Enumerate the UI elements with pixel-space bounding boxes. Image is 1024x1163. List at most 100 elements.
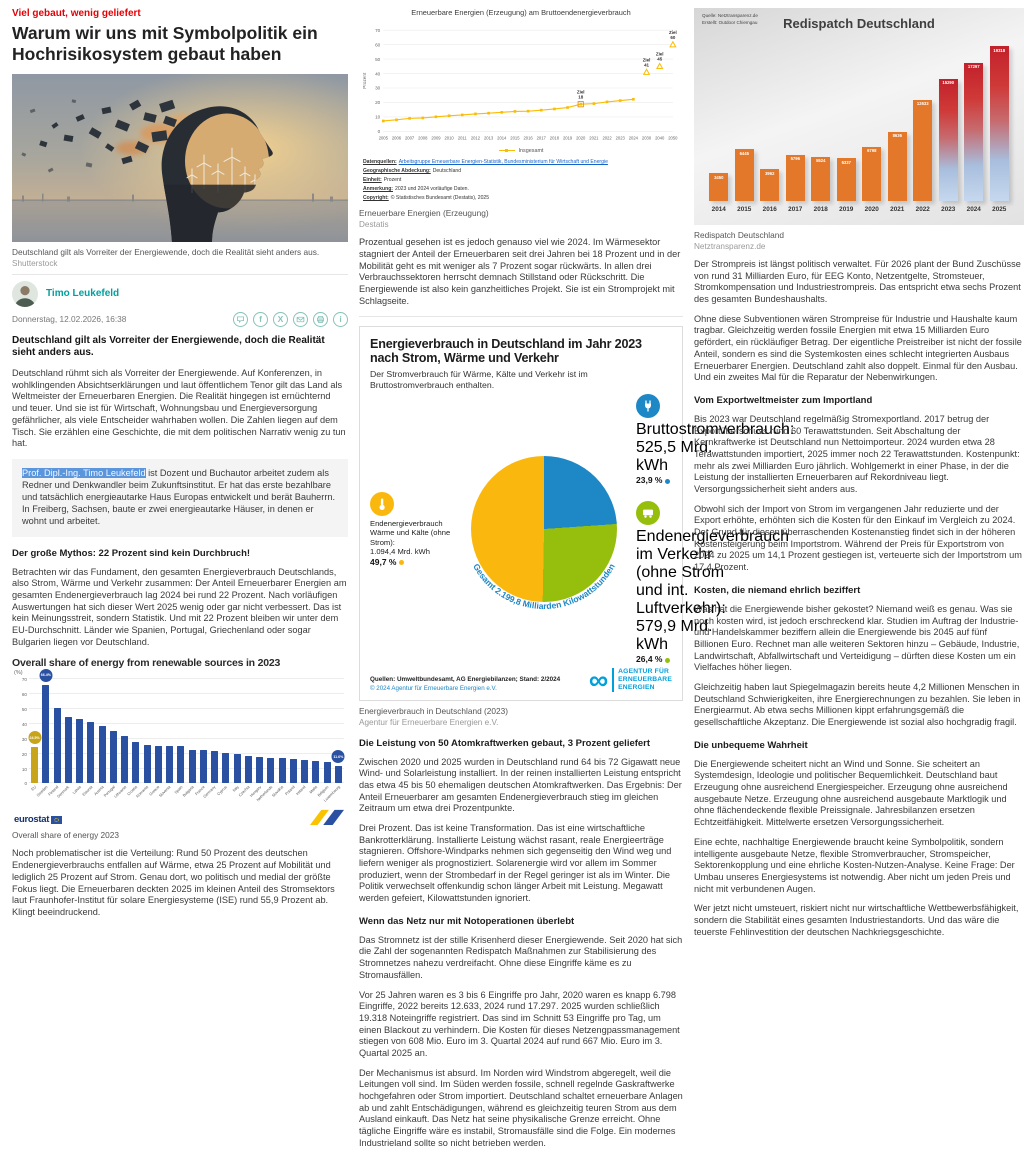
svg-text:30: 30 (375, 86, 381, 91)
svg-text:2021: 2021 (589, 135, 599, 140)
hero-credit: Shutterstock (12, 258, 58, 268)
svg-text:2030: 2030 (642, 135, 652, 140)
author-link[interactable]: Timo Leukefeld (46, 288, 120, 300)
aee-logo: ∞ AGENTUR FÜR ERNEUERBARE ENERGIEN (588, 664, 672, 695)
x-icon[interactable]: X (273, 311, 288, 327)
infographic-footer: Quellen: Umweltbundesamt, AG Energiebila… (370, 664, 672, 695)
paragraph: Vor 25 Jahren waren es 3 bis 6 Eingriffe… (359, 989, 680, 1058)
author-bio-text: ist Dozent und Buchautor arbeitet zudem … (22, 467, 336, 526)
infographic-sources: Quellen: Umweltbundesamt, AG Energiebila… (370, 675, 561, 683)
eurostat-renewables-chart: Overall share of energy from renewable s… (12, 657, 348, 826)
infinity-icon: ∞ (588, 664, 609, 695)
source-link[interactable]: Arbeitsgruppe Erneuerbare Energien-Stati… (398, 158, 608, 165)
pie-chart: Gesamt 2.199,8 Milliarden Kilowattstunde… (456, 441, 632, 617)
figure-credit: Destatis (359, 220, 389, 230)
meta-label: Einheit: (363, 176, 382, 183)
email-icon[interactable] (293, 311, 308, 327)
svg-text:2015: 2015 (510, 135, 520, 140)
ukraine-ribbon-icon (310, 810, 344, 826)
svg-text:2050: 2050 (668, 135, 678, 140)
chart-legend: Insgesamt (359, 148, 683, 154)
svg-text:2018: 2018 (550, 135, 560, 140)
paragraph: Wer jetzt nicht umsteuert, riskiert nich… (694, 903, 1019, 937)
comment-icon[interactable] (233, 311, 248, 327)
paragraph: Der Strompreis ist längst politisch verw… (694, 259, 1021, 305)
divider (359, 315, 683, 317)
svg-text:2016: 2016 (523, 135, 533, 140)
paragraph: Was hat die Energiewende bisher gekostet… (694, 603, 1020, 673)
figure-caption: Redispatch Deutschland (694, 230, 784, 240)
slice-percent: 26,4 % (636, 654, 728, 664)
eu-flag-icon (51, 815, 63, 824)
paragraph: Das Stromnetz ist der stille Krisenherd … (359, 934, 683, 980)
paragraph: Gleichzeitig haben laut Spiegelmagazin b… (694, 681, 1021, 727)
svg-text:50: 50 (375, 57, 381, 62)
bar-plot: 0 10 20 30 40 50 60 70 EU 24.5% Sweden 66.4% Finland… (22, 668, 345, 803)
paragraph: Noch problematischer ist die Verteilung:… (12, 848, 335, 917)
slice-amount: 525,5 Mrd. kWh (636, 439, 713, 475)
color-dot (665, 478, 671, 484)
column-right: Quelle: Netztransparenz.de Erstellt: Out… (694, 6, 1024, 1157)
color-dot (665, 657, 671, 663)
heat-icon (370, 491, 394, 516)
legend-line-sample (498, 148, 515, 153)
kicker: Viel gebaut, wenig geliefert (12, 8, 141, 19)
divider (12, 273, 348, 275)
article-lede: Deutschland gilt als Vorreiter der Energ… (12, 334, 325, 359)
svg-text:2007: 2007 (405, 135, 415, 140)
meta-label: Datenquellen: (363, 158, 397, 165)
chart-title: Redispatch Deutschland (783, 16, 935, 31)
infographic-copyright[interactable]: © 2024 Agentur für Erneuerbare Energien … (370, 684, 497, 692)
bus-icon (636, 501, 660, 526)
meta-row: Donnerstag, 12.02.2026, 16:38 f X i (12, 311, 348, 327)
infographic-title: Energieverbrauch in Deutschland im Jahr … (370, 336, 642, 365)
share-bar: f X i (233, 311, 348, 327)
chart-title: Overall share of energy from renewable s… (12, 657, 281, 670)
svg-text:2014: 2014 (497, 135, 507, 140)
facebook-icon[interactable]: f (253, 311, 268, 327)
info-icon[interactable]: i (333, 311, 348, 327)
meta-label: Anmerkung: (363, 186, 393, 193)
svg-text:2005: 2005 (379, 135, 389, 140)
avatar-image (12, 280, 38, 307)
figure-caption: Energieverbrauch in Deutschland (2023) (359, 705, 508, 716)
paragraph: Drei Prozent. Das ist keine Transformati… (359, 822, 672, 904)
svg-text:10: 10 (375, 115, 381, 120)
svg-text:20: 20 (375, 100, 381, 105)
svg-text:2022: 2022 (602, 135, 612, 140)
paragraph: Deutschland rühmt sich als Vorreiter der… (12, 368, 346, 449)
eurostat-logo: eurostat (14, 814, 63, 825)
legend-label: Insgesamt (518, 147, 544, 154)
svg-text:2019: 2019 (563, 135, 573, 140)
svg-text:2023: 2023 (616, 135, 626, 140)
slice-percent: 23,9 % (636, 475, 728, 485)
svg-text:2024: 2024 (629, 135, 639, 140)
slice-percent: 49,7 % (370, 557, 452, 568)
paragraph: Der Mechanismus ist absurd. Im Norden wi… (359, 1067, 683, 1148)
hero-illustration (12, 73, 348, 242)
paragraph: Betrachten wir das Fundament, den gesamt… (12, 566, 347, 647)
author-avatar[interactable] (12, 280, 38, 307)
energy-pie-infographic: Energieverbrauch in Deutschland im Jahr … (359, 325, 794, 701)
svg-text:2009: 2009 (431, 135, 441, 140)
slice-amount: 1.094,4 Mrd. kWh (370, 547, 430, 557)
pie-layout: Endenergieverbrauch Wärme und Kälte (ohn… (370, 394, 794, 664)
print-icon[interactable] (313, 311, 328, 327)
paragraph: Zwischen 2020 und 2025 wurden in Deutsch… (359, 756, 682, 814)
svg-text:Gesamt 2.199,8 Milliarden Kilo: Gesamt 2.199,8 Milliarden Kilowattstunde… (471, 562, 617, 611)
infographic-subtitle: Der Stromverbrauch für Wärme, Kälte und … (370, 368, 588, 390)
page-title: Warum wir uns mit Symbolpolitik ein Hoch… (12, 23, 318, 65)
destatis-line-chart: Erneuerbare Energien (Erzeugung) am Brut… (359, 8, 683, 204)
paragraph: Prozentual gesehen ist es jedoch genauso… (359, 237, 681, 306)
pie-label-heat: Endenergieverbrauch Wärme und Kälte (ohn… (370, 491, 452, 568)
svg-text:2010: 2010 (445, 135, 455, 140)
meta-value: 2023 und 2024 vorläufige Daten. (395, 186, 469, 193)
svg-text:2013: 2013 (484, 135, 494, 140)
bar-plot: 3450 2014 6445 2015 3962 2016 5796 2017 5524 2018… (706, 37, 1012, 213)
paragraph: Eine echte, nachhaltige Energiewende bra… (694, 836, 1015, 894)
svg-text:2017: 2017 (537, 135, 547, 140)
